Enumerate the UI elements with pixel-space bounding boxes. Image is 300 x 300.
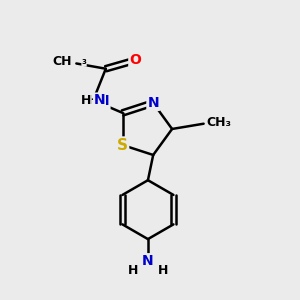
Text: H: H	[128, 264, 138, 277]
Text: ₃: ₃	[82, 56, 86, 66]
Text: CH: CH	[52, 55, 72, 68]
Text: S: S	[117, 137, 128, 152]
Text: H: H	[81, 94, 91, 107]
Text: CH₃: CH₃	[207, 116, 232, 129]
Text: N: N	[94, 93, 105, 107]
Text: O: O	[129, 53, 141, 67]
Text: N: N	[147, 96, 159, 110]
Text: N: N	[98, 94, 109, 108]
Text: H: H	[158, 264, 168, 277]
Text: H: H	[88, 94, 98, 107]
Text: N: N	[142, 254, 154, 268]
